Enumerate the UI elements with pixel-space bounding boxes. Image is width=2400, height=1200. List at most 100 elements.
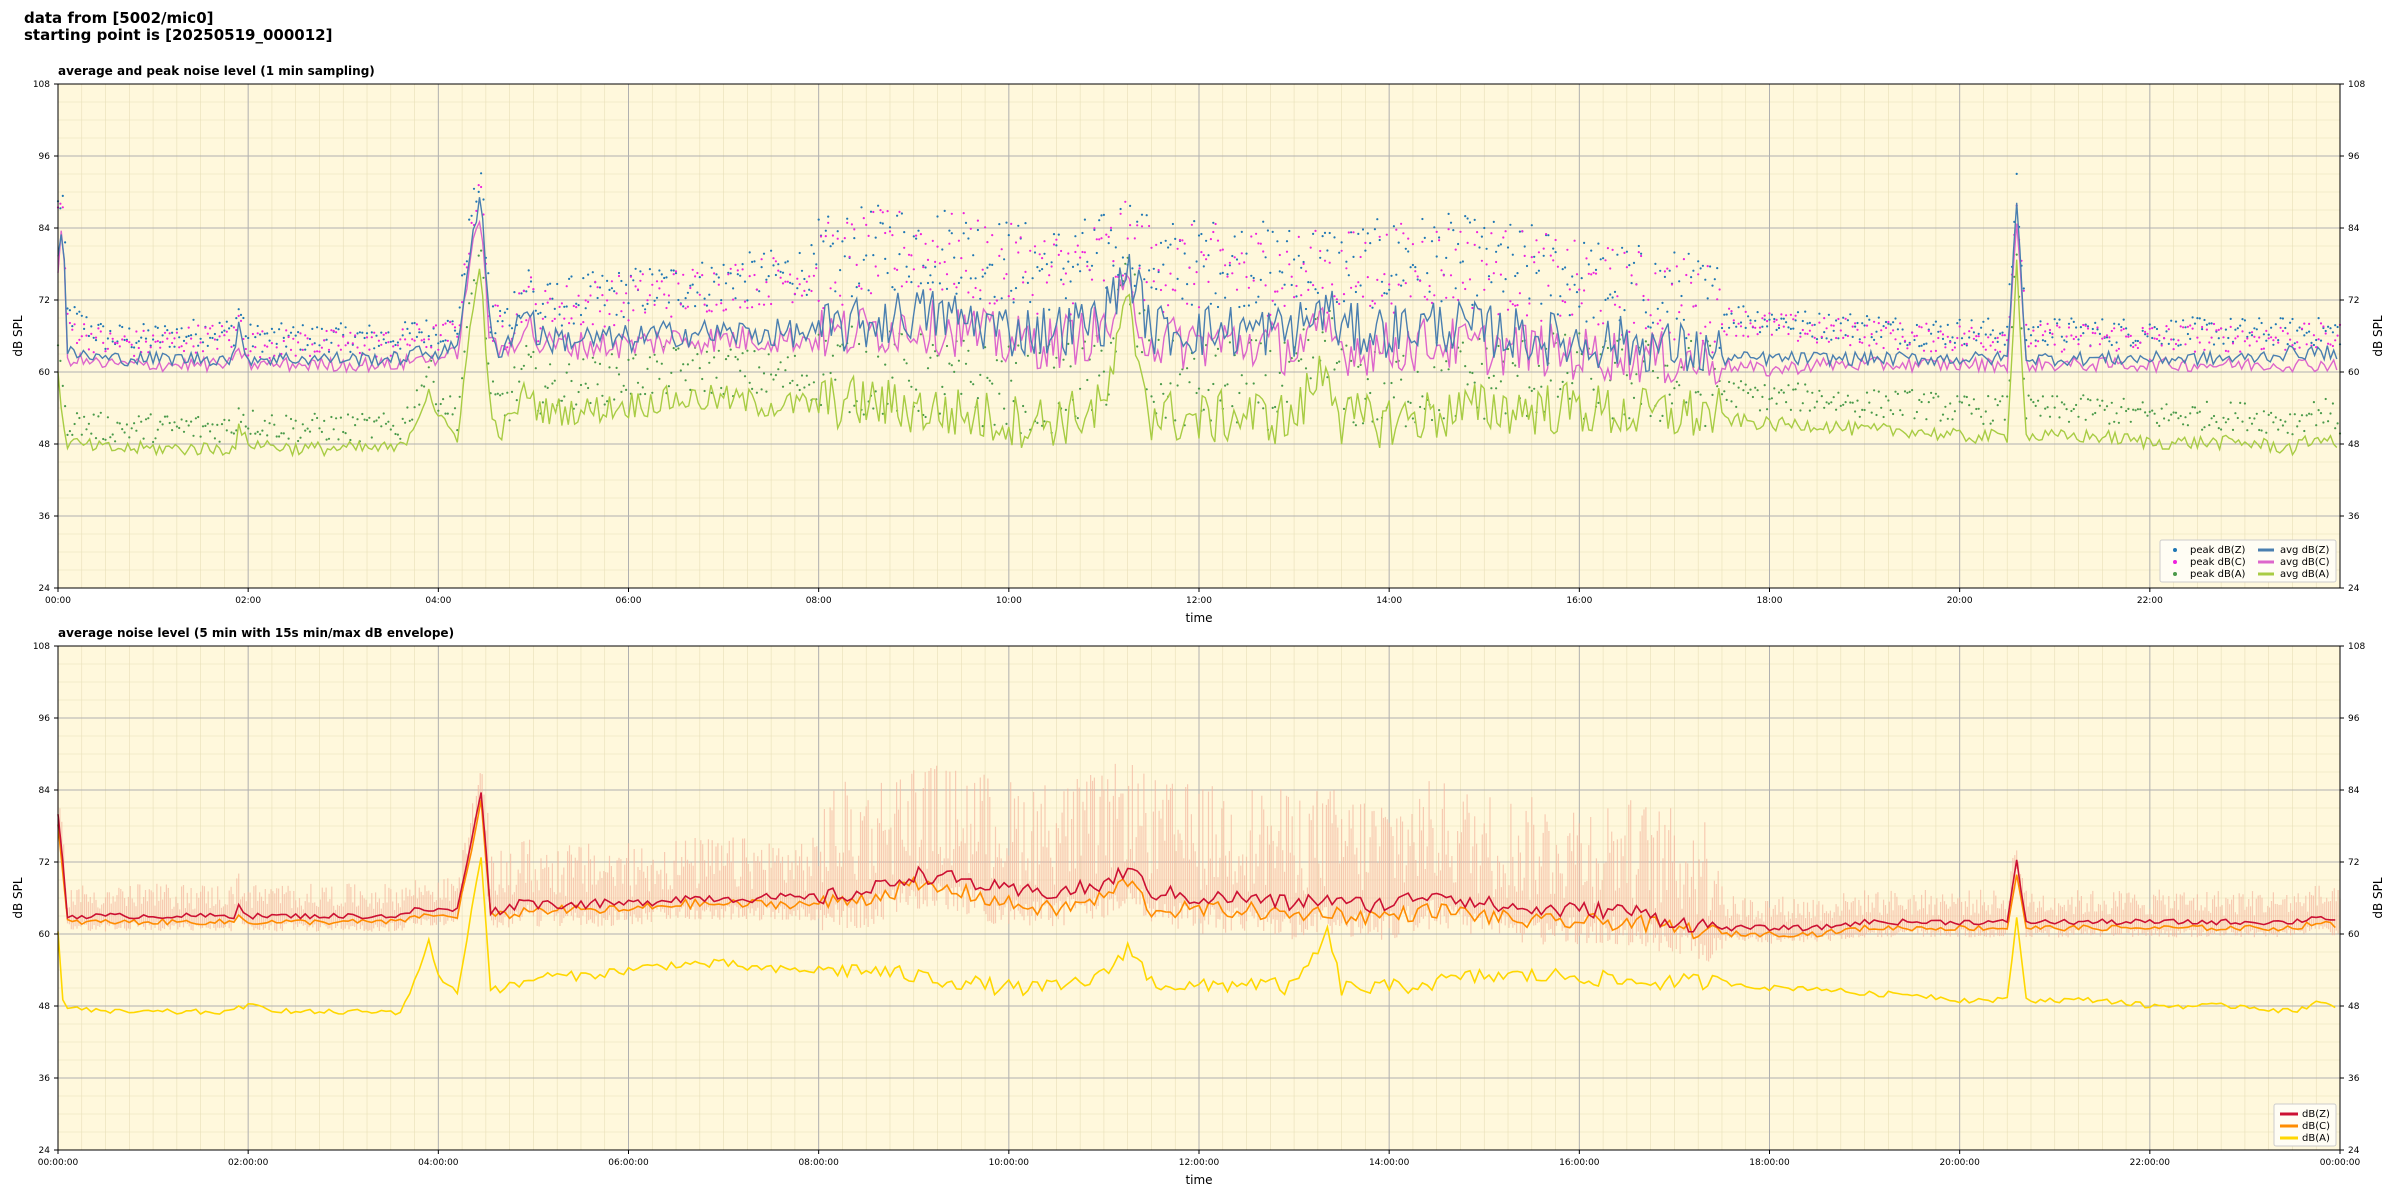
peak-point	[1709, 321, 1712, 324]
peak-point	[812, 274, 816, 277]
peak-point	[2286, 332, 2289, 335]
legend-label: dB(A)	[2302, 1133, 2330, 1144]
peak-point	[1269, 271, 1272, 274]
peak-point	[411, 322, 414, 325]
peak-point	[2317, 317, 2320, 320]
peak-point	[1632, 396, 1636, 399]
peak-point	[1302, 262, 1305, 265]
peak-point	[2127, 333, 2130, 336]
peak-point	[1941, 337, 1945, 340]
peak-point	[1975, 339, 1978, 342]
peak-point	[1690, 281, 1693, 284]
peak-point	[1994, 398, 1997, 401]
peak-point	[175, 328, 178, 331]
peak-point	[1609, 267, 1612, 270]
peak-point	[2096, 328, 2099, 331]
peak-point	[301, 348, 304, 351]
peak-point	[1435, 255, 1438, 258]
peak-point	[2327, 342, 2330, 345]
peak-point	[2077, 338, 2080, 341]
peak-point	[964, 269, 968, 272]
peak-point	[1090, 278, 1094, 281]
peak-point	[836, 344, 839, 347]
peak-point	[220, 331, 224, 334]
peak-point	[1483, 288, 1486, 291]
peak-point	[2319, 412, 2323, 415]
peak-point	[701, 261, 704, 264]
peak-point	[228, 339, 231, 342]
peak-point	[1870, 411, 1873, 414]
peak-point	[356, 418, 359, 421]
peak-point	[1124, 262, 1127, 265]
peak-point	[534, 309, 537, 312]
peak-point	[439, 402, 442, 406]
peak-point	[1511, 253, 1514, 256]
peak-point	[1739, 321, 1743, 324]
peak-point	[368, 416, 371, 419]
peak-point	[2262, 333, 2265, 336]
peak-point	[1813, 336, 1816, 339]
peak-point	[1666, 267, 1669, 270]
peak-point	[2253, 417, 2256, 420]
x-tick-label: 06:00	[616, 596, 642, 606]
peak-point	[1328, 261, 1331, 264]
peak-point	[1744, 383, 1747, 386]
peak-point	[1000, 248, 1003, 251]
peak-point	[1706, 265, 1709, 268]
peak-point	[1884, 320, 1888, 324]
peak-point	[2227, 336, 2230, 340]
legend-label: peak dB(C)	[2190, 557, 2246, 568]
peak-point	[1369, 304, 1372, 307]
peak-point	[1922, 349, 1926, 352]
peak-point	[209, 430, 212, 433]
peak-point	[1552, 247, 1555, 250]
peak-point	[449, 321, 452, 324]
peak-point	[1711, 351, 1714, 354]
peak-point	[1768, 318, 1771, 321]
peak-point	[2184, 343, 2187, 346]
peak-point	[1989, 422, 1992, 425]
peak-point	[187, 326, 190, 329]
peak-point	[1533, 261, 1536, 264]
peak-point	[584, 307, 587, 310]
peak-point	[2029, 342, 2033, 345]
peak-point	[2058, 416, 2061, 419]
peak-point	[1114, 246, 1117, 249]
peak-point	[1901, 335, 1904, 338]
peak-point	[2151, 409, 2154, 412]
peak-point	[639, 279, 642, 282]
peak-point	[2027, 328, 2030, 331]
peak-point	[919, 233, 923, 236]
peak-point	[1742, 389, 1745, 392]
peak-point	[957, 359, 961, 362]
peak-point	[1564, 266, 1567, 269]
peak-point	[182, 339, 186, 342]
peak-point	[2153, 337, 2156, 340]
peak-point	[266, 345, 269, 348]
peak-point	[351, 416, 354, 419]
peak-point	[508, 419, 511, 422]
peak-point	[2063, 348, 2066, 351]
peak-point	[1067, 252, 1070, 255]
peak-point	[549, 363, 552, 366]
peak-point	[1143, 299, 1146, 302]
peak-point	[1071, 302, 1075, 305]
peak-point	[1138, 312, 1141, 315]
peak-point	[2324, 332, 2327, 335]
peak-point	[689, 286, 692, 290]
y-tick-label: 96	[39, 714, 51, 724]
x-tick-label: 10:00:00	[989, 1158, 1030, 1168]
peak-point	[2136, 346, 2139, 350]
peak-point	[463, 273, 466, 276]
y-tick-label: 36	[39, 512, 51, 522]
peak-point	[1644, 327, 1647, 330]
peak-point	[1062, 283, 1065, 286]
peak-point	[1939, 325, 1942, 328]
peak-point	[1228, 261, 1231, 264]
peak-point	[339, 348, 342, 351]
peak-point	[154, 437, 157, 440]
peak-point	[2331, 344, 2334, 348]
peak-point	[1323, 259, 1327, 262]
peak-point	[1547, 234, 1550, 237]
